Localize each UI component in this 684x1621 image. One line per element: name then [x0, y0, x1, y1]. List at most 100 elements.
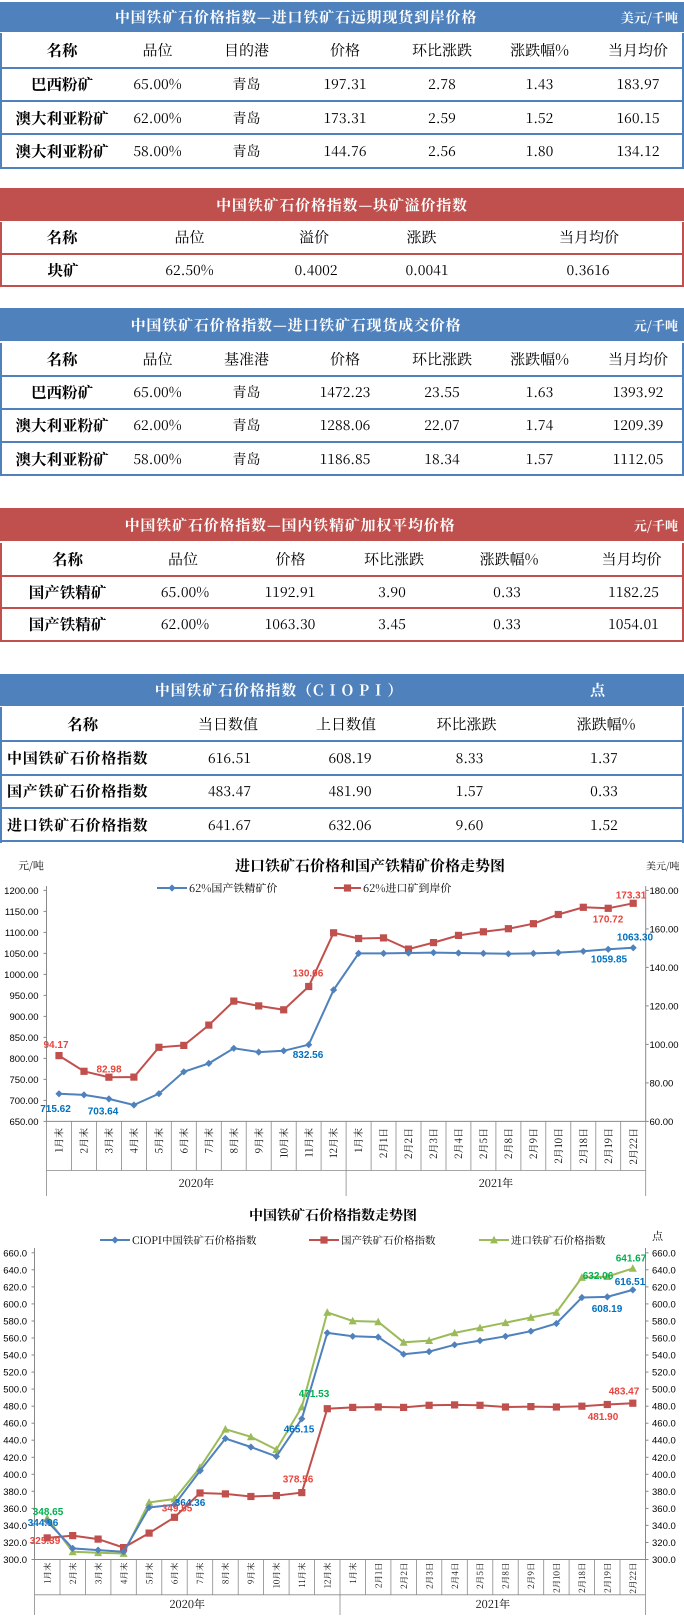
svg-text:471.53: 471.53 [299, 1389, 330, 1400]
svg-text:2月18日: 2月18日 [576, 1563, 588, 1594]
svg-text:616.51: 616.51 [615, 1277, 646, 1288]
svg-text:2月4日: 2月4日 [450, 1128, 465, 1159]
svg-text:2月4日: 2月4日 [449, 1563, 461, 1589]
svg-text:美元/吨: 美元/吨 [646, 858, 680, 873]
svg-text:715.62: 715.62 [40, 1104, 71, 1115]
svg-text:7月末: 7月末 [194, 1562, 206, 1584]
svg-text:440.0: 440.0 [652, 1436, 676, 1447]
svg-text:520.0: 520.0 [652, 1368, 676, 1379]
svg-text:300.0: 300.0 [652, 1555, 676, 1566]
svg-text:11月末: 11月末 [300, 1128, 315, 1157]
svg-text:5月末: 5月末 [151, 1128, 166, 1154]
svg-text:1050.00: 1050.00 [4, 949, 38, 960]
svg-text:9月末: 9月末 [250, 1128, 265, 1154]
svg-text:1月末: 1月末 [347, 1562, 359, 1584]
svg-text:2月末: 2月末 [76, 1128, 91, 1154]
svg-text:6月末: 6月末 [175, 1128, 190, 1154]
svg-text:640.0: 640.0 [3, 1265, 27, 1276]
svg-text:1200.00: 1200.00 [4, 886, 38, 897]
svg-text:3月末: 3月末 [92, 1562, 104, 1584]
svg-text:130.06: 130.06 [293, 969, 324, 980]
svg-text:640.0: 640.0 [652, 1265, 676, 1276]
svg-text:2021年: 2021年 [476, 1596, 511, 1612]
svg-text:608.19: 608.19 [592, 1304, 623, 1315]
svg-text:12月末: 12月末 [325, 1128, 340, 1158]
svg-text:900.00: 900.00 [9, 1012, 38, 1023]
svg-text:481.90: 481.90 [588, 1412, 619, 1423]
svg-text:6月末: 6月末 [169, 1562, 181, 1584]
svg-text:700.00: 700.00 [9, 1096, 38, 1107]
svg-text:2月1日: 2月1日 [372, 1563, 384, 1589]
svg-text:2月8日: 2月8日 [500, 1128, 515, 1159]
svg-text:480.0: 480.0 [652, 1402, 676, 1413]
svg-text:460.0: 460.0 [652, 1419, 676, 1430]
svg-text:120.00: 120.00 [650, 1001, 679, 1012]
svg-text:344.96: 344.96 [28, 1518, 59, 1529]
svg-text:800.00: 800.00 [9, 1054, 38, 1065]
svg-text:560.0: 560.0 [652, 1334, 676, 1345]
svg-text:600.0: 600.0 [652, 1299, 676, 1310]
svg-text:320.0: 320.0 [652, 1538, 676, 1549]
svg-text:360.0: 360.0 [3, 1504, 27, 1515]
svg-text:12月末: 12月末 [322, 1562, 334, 1588]
svg-text:380.0: 380.0 [3, 1487, 27, 1498]
svg-text:2月10日: 2月10日 [550, 1128, 565, 1164]
svg-text:325.39: 325.39 [30, 1536, 61, 1547]
svg-text:2月19日: 2月19日 [602, 1563, 614, 1594]
svg-text:1月末: 1月末 [350, 1128, 365, 1153]
svg-text:540.0: 540.0 [3, 1351, 27, 1362]
svg-text:2月8日: 2月8日 [500, 1563, 512, 1590]
svg-text:364.36: 364.36 [175, 1498, 206, 1509]
svg-text:2月9日: 2月9日 [525, 1128, 540, 1159]
svg-text:560.0: 560.0 [3, 1334, 27, 1345]
svg-text:1063.30: 1063.30 [617, 933, 654, 944]
svg-text:300.0: 300.0 [3, 1555, 27, 1566]
svg-text:2月19日: 2月19日 [600, 1128, 615, 1164]
svg-text:3月末: 3月末 [101, 1128, 116, 1154]
svg-text:10月末: 10月末 [275, 1128, 290, 1158]
svg-text:进口铁矿石价格指数: 进口铁矿石价格指数 [511, 1233, 606, 1248]
svg-text:2月22日: 2月22日 [625, 1128, 640, 1165]
svg-text:832.56: 832.56 [293, 1050, 324, 1061]
svg-text:1100.00: 1100.00 [5, 928, 39, 939]
svg-text:520.0: 520.0 [3, 1368, 27, 1379]
svg-text:点: 点 [652, 1228, 663, 1244]
svg-text:7月末: 7月末 [200, 1128, 215, 1154]
svg-text:2月9日: 2月9日 [525, 1563, 537, 1590]
svg-text:10月末: 10月末 [271, 1562, 283, 1588]
svg-text:94.17: 94.17 [43, 1040, 68, 1051]
svg-text:2020年: 2020年 [169, 1596, 205, 1612]
svg-text:1059.85: 1059.85 [591, 955, 628, 966]
svg-text:340.0: 340.0 [652, 1521, 676, 1532]
svg-text:2月22日: 2月22日 [627, 1563, 639, 1594]
svg-text:378.56: 378.56 [283, 1475, 314, 1486]
svg-text:620.0: 620.0 [3, 1282, 27, 1293]
svg-text:632.06: 632.06 [583, 1271, 614, 1282]
svg-text:600.0: 600.0 [3, 1299, 27, 1310]
svg-text:620.0: 620.0 [652, 1282, 676, 1293]
svg-text:160.00: 160.00 [650, 924, 679, 935]
svg-text:8月末: 8月末 [220, 1562, 232, 1584]
svg-text:11月末: 11月末 [296, 1562, 308, 1588]
svg-text:2月末: 2月末 [67, 1562, 79, 1584]
svg-text:480.0: 480.0 [3, 1402, 27, 1413]
svg-text:1月末: 1月末 [51, 1128, 66, 1153]
svg-text:2月5日: 2月5日 [474, 1563, 486, 1590]
svg-text:1月末: 1月末 [41, 1562, 53, 1584]
svg-text:9月末: 9月末 [245, 1562, 257, 1584]
svg-text:641.67: 641.67 [616, 1254, 647, 1265]
svg-text:2月1日: 2月1日 [375, 1128, 390, 1158]
svg-text:750.00: 750.00 [9, 1075, 38, 1086]
svg-text:360.0: 360.0 [652, 1504, 676, 1515]
svg-text:320.0: 320.0 [3, 1538, 27, 1549]
svg-text:540.0: 540.0 [652, 1351, 676, 1362]
svg-text:460.0: 460.0 [3, 1419, 27, 1430]
svg-text:60.00: 60.00 [650, 1117, 674, 1128]
svg-text:100.00: 100.00 [650, 1040, 679, 1051]
svg-text:580.0: 580.0 [652, 1317, 676, 1328]
svg-text:950.00: 950.00 [9, 991, 38, 1002]
svg-text:170.72: 170.72 [593, 915, 624, 926]
svg-text:580.0: 580.0 [3, 1317, 27, 1328]
svg-text:80.00: 80.00 [650, 1078, 674, 1089]
svg-text:62%进口矿到岸价: 62%进口矿到岸价 [363, 880, 451, 896]
